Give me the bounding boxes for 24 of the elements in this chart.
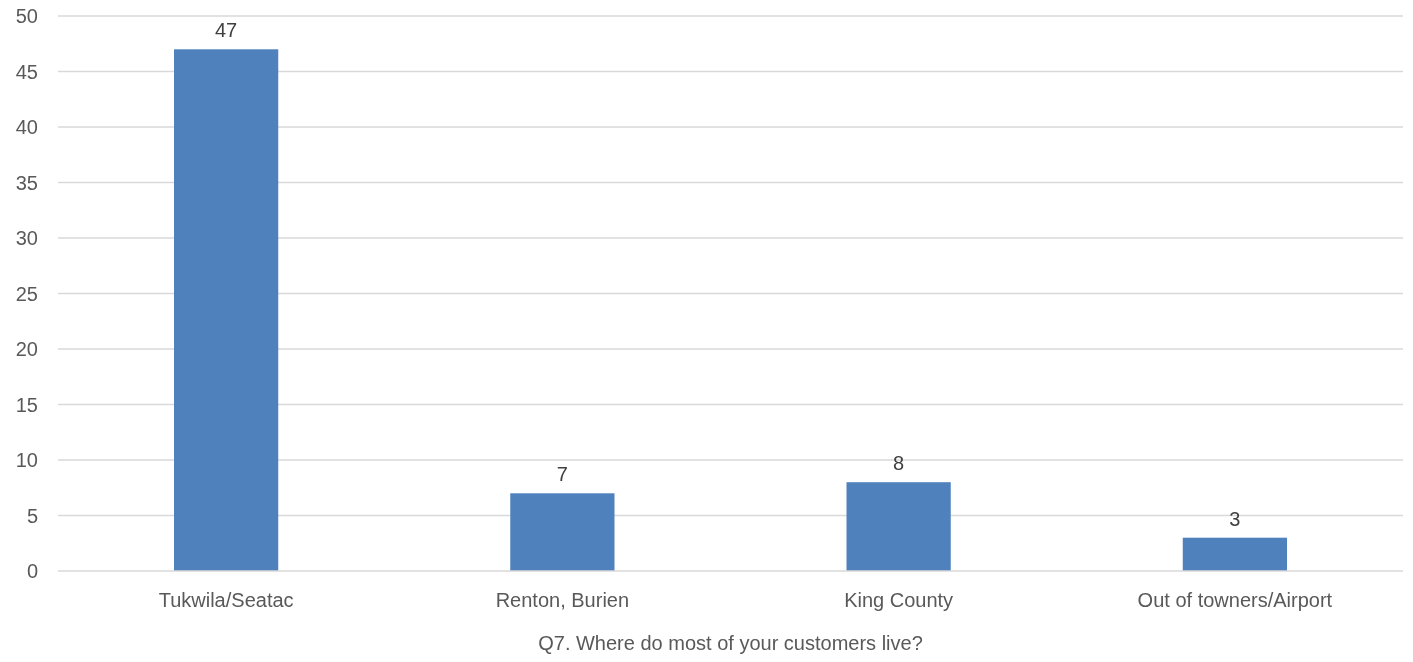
x-tick-label: Renton, Burien: [495, 589, 630, 611]
bar: [510, 493, 615, 571]
bar: [1182, 537, 1287, 571]
data-label: 47: [215, 19, 238, 42]
bar: [174, 49, 279, 571]
y-tick-label: 40: [15, 116, 38, 138]
y-tick-label: 15: [15, 393, 38, 416]
x-tick-label: Tukwila/Seatac: [158, 589, 294, 611]
y-tick-label: 30: [15, 227, 38, 249]
y-tick-label: 10: [15, 449, 38, 471]
y-tick-label: 5: [26, 504, 38, 527]
y-tick-label: 50: [15, 5, 38, 27]
y-tick-label: 20: [15, 338, 38, 360]
data-label: 8: [893, 452, 905, 475]
y-tick-label: 0: [26, 560, 38, 582]
data-label: 3: [1229, 507, 1241, 530]
x-tick-label: King County: [844, 589, 954, 611]
y-tick-label: 25: [15, 282, 38, 305]
y-tick-label: 35: [15, 171, 38, 194]
bar: [846, 482, 951, 571]
data-label: 7: [556, 463, 568, 486]
x-tick-label: Out of towners/Airport: [1137, 589, 1333, 611]
y-tick-label: 45: [15, 60, 38, 83]
x-axis-title: Q7. Where do most of your customers live?: [538, 632, 923, 654]
